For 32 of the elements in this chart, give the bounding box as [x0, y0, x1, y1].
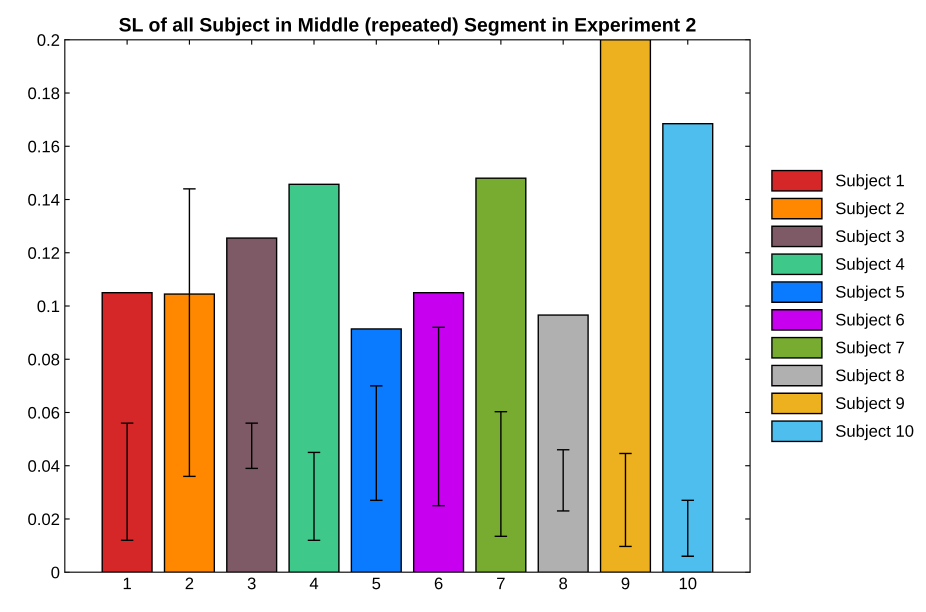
y-tick-label: 0.06 [28, 406, 60, 419]
legend-label: Subject 7 [836, 341, 904, 357]
legend-label: Subject 5 [836, 286, 904, 302]
x-tick-label: 10 [680, 578, 696, 590]
legend-label: Subject 6 [836, 313, 904, 329]
chart-title: SL of all Subject in Middle (repeated) Segment in Experiment 2 [119, 17, 696, 36]
x-tick-label: 8 [559, 578, 568, 590]
y-tick-label: 0.16 [28, 140, 60, 152]
y-tick-label: 0.18 [28, 87, 60, 100]
x-tick-label: 4 [310, 578, 318, 590]
y-tick-label: 0.08 [28, 354, 60, 366]
x-tick-label: 1 [124, 578, 131, 590]
y-tick-label: 0.04 [28, 460, 60, 472]
y-tick-label: 0.1 [37, 300, 60, 312]
legend-label: Subject 9 [836, 396, 904, 412]
y-tick-label: 0.02 [28, 513, 60, 526]
y-tick-label: 0.12 [28, 247, 60, 259]
legend-label: Subject 4 [836, 258, 904, 274]
x-tick-label: 7 [497, 578, 505, 590]
legend-label: Subject 1 [836, 174, 904, 190]
x-tick-label: 3 [248, 578, 256, 590]
x-tick-label: 5 [372, 578, 380, 590]
legend-label: Subject 10 [836, 424, 914, 440]
x-tick-label: 6 [434, 578, 442, 590]
legend-label: Subject 8 [836, 369, 904, 385]
y-tick-label: 0.14 [28, 194, 60, 206]
y-tick-label: 0.2 [37, 34, 60, 46]
legend-label: Subject 3 [836, 230, 904, 246]
legend-label: Subject 2 [836, 202, 904, 218]
x-tick-label: 2 [186, 578, 194, 590]
y-tick-label: 0 [51, 566, 60, 578]
x-tick-label: 9 [622, 578, 630, 590]
